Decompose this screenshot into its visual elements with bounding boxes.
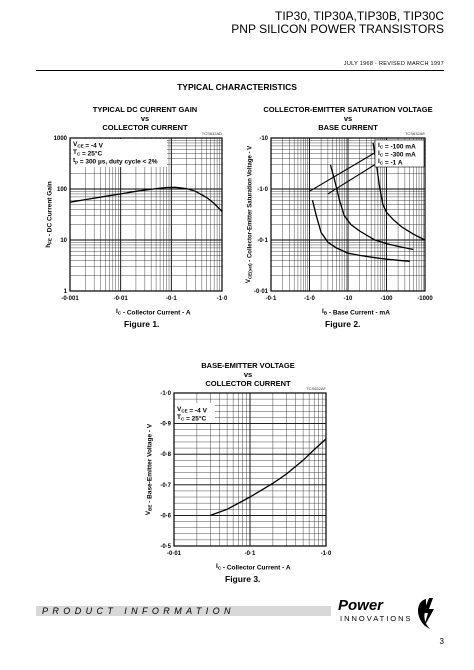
figure3-title: BASE-EMITTER VOLTAGE vs COLLECTOR CURREN… <box>158 361 338 388</box>
chart1-xtick-label: -0·001 <box>61 296 79 302</box>
figure1-title-line1: TYPICAL DC CURRENT GAIN <box>92 105 198 114</box>
chart3-ytick-label: -0·5 <box>160 544 171 550</box>
chart2-legend-1a: IC = -1 A <box>378 158 403 167</box>
chart2-ytick-label: -0·01 <box>254 289 269 295</box>
chart1-xtick-label: -0·01 <box>114 296 129 302</box>
chart2-series-line <box>311 200 410 263</box>
chart2-xtick-label: -10 <box>344 296 353 302</box>
chart1-condition-tc: TC = 25°C <box>73 149 102 158</box>
chart1-ylabel: hFE - DC Current Gain <box>45 181 54 247</box>
chart1-frame <box>69 137 223 292</box>
chart3-condition-vce: VCE = -4 V <box>177 406 208 415</box>
chart1-condition-tp: tp = 300 µs, duty cycle < 2% <box>73 157 158 166</box>
chart1-ytick-label: 10 <box>60 238 67 244</box>
chart1-xtick-label: -0·1 <box>166 296 177 302</box>
figure2-caption: Figure 2. <box>325 319 361 329</box>
revision-date: JULY 1968 - REVISED MARCH 1997 <box>343 61 444 67</box>
document-title-line2: PNP SILICON POWER TRANSISTORS <box>231 22 444 36</box>
figure1-caption: Figure 1. <box>124 319 160 329</box>
logo-wordmark: Power <box>338 597 384 614</box>
chart3-frame <box>173 392 327 547</box>
logo-subtext: INNOVATIONS <box>340 614 413 623</box>
figure1-title-line3: COLLECTOR CURRENT <box>102 123 188 132</box>
chart3-ytick-label: -0·9 <box>160 422 171 428</box>
document-title-line1: TIP30, TIP30A,TIP30B, TIP30C <box>275 9 444 23</box>
chart3-condition-tc: TC = 25°C <box>177 414 206 423</box>
chart3-xtick-label: -1·0 <box>321 551 332 557</box>
chart1-ytick-label: 100 <box>57 187 68 193</box>
figure1-title: TYPICAL DC CURRENT GAIN vs COLLECTOR CUR… <box>55 105 235 132</box>
chart3-ylabel: VBE - Base-Emitter Voltage - V <box>145 423 154 515</box>
chart3-ytick-label: -0·7 <box>160 483 171 489</box>
figure3-caption: Figure 3. <box>225 574 261 584</box>
chart1-series-line <box>69 186 223 213</box>
chart2-xtick-label: -1000 <box>417 296 433 302</box>
chart3-xtick-label: -0·01 <box>167 551 182 557</box>
chart2-ytick-label: -10 <box>259 136 268 142</box>
chart2-xtick-label: -1·0 <box>304 296 315 302</box>
logo-bolt-icon <box>418 598 434 629</box>
chart1-xlabel: IC - Collector Current - A <box>116 308 191 317</box>
figure1-title-line2: vs <box>140 114 150 123</box>
figure2-title-line3: BASE CURRENT <box>318 123 378 132</box>
chart2-legend-box <box>374 139 425 168</box>
figure2-title: COLLECTOR-EMITTER SATURATION VOLTAGE vs … <box>253 105 443 132</box>
chart2-frame <box>270 137 426 292</box>
chart3-ytick-label: -1·0 <box>160 391 171 397</box>
chart1-ytick-label: 1 <box>64 289 68 295</box>
chart3-ytick-label: -0·6 <box>160 513 171 519</box>
chart3-ytick-label: -0·8 <box>160 452 171 458</box>
figure2-title-line2: vs <box>343 114 353 123</box>
figure3-title-line1: BASE-EMITTER VOLTAGE <box>201 361 295 370</box>
chart1-ytick-label: 1000 <box>54 136 68 142</box>
chart2-xtick-label: -0·1 <box>266 296 277 302</box>
page-number: 3 <box>439 637 444 646</box>
chart1-code: TCS632AD <box>202 131 222 136</box>
chart2-ref-line <box>309 145 387 192</box>
chart2-ytick-label: -0·1 <box>257 238 268 244</box>
figure2-title-line1: COLLECTOR-EMITTER SATURATION VOLTAGE <box>263 105 433 114</box>
footer-text: PRODUCT INFORMATION <box>42 606 235 616</box>
header-rule <box>36 70 444 71</box>
chart3-xtick-label: -0·1 <box>245 551 256 557</box>
chart2-series-line <box>329 164 414 251</box>
figure3-title-line3: COLLECTOR CURRENT <box>205 379 291 388</box>
chart2-ytick-label: -1·0 <box>257 187 268 193</box>
chart1-xtick-label: -1·0 <box>217 296 228 302</box>
section-title: TYPICAL CHARACTERISTICS <box>177 82 297 92</box>
chart3-legend-box <box>175 403 215 423</box>
chart1-condition-vce: VCE = -4 V <box>73 141 104 150</box>
footer-bar <box>36 606 331 616</box>
chart3-series-line <box>210 438 327 517</box>
chart2-legend-300ma: IC = -300 mA <box>378 150 416 159</box>
chart2-legend-100ma: IC = -100 mA <box>378 142 416 151</box>
chart2-xtick-label: -100 <box>380 296 393 302</box>
figure3-title-line2: vs <box>243 370 253 379</box>
chart2-series-line <box>372 142 426 241</box>
chart3-xlabel: IC - Collector Current - A <box>216 563 291 572</box>
chart2-ylabel: VCE(sat) - Collector-Emitter Saturation … <box>246 146 254 283</box>
chart3-code: TCS632AF <box>306 386 326 391</box>
chart1-legend-box <box>71 139 167 167</box>
chart2-xlabel: IB - Base Current - mA <box>322 308 390 317</box>
chart2-code: TCS632AE <box>405 131 425 136</box>
